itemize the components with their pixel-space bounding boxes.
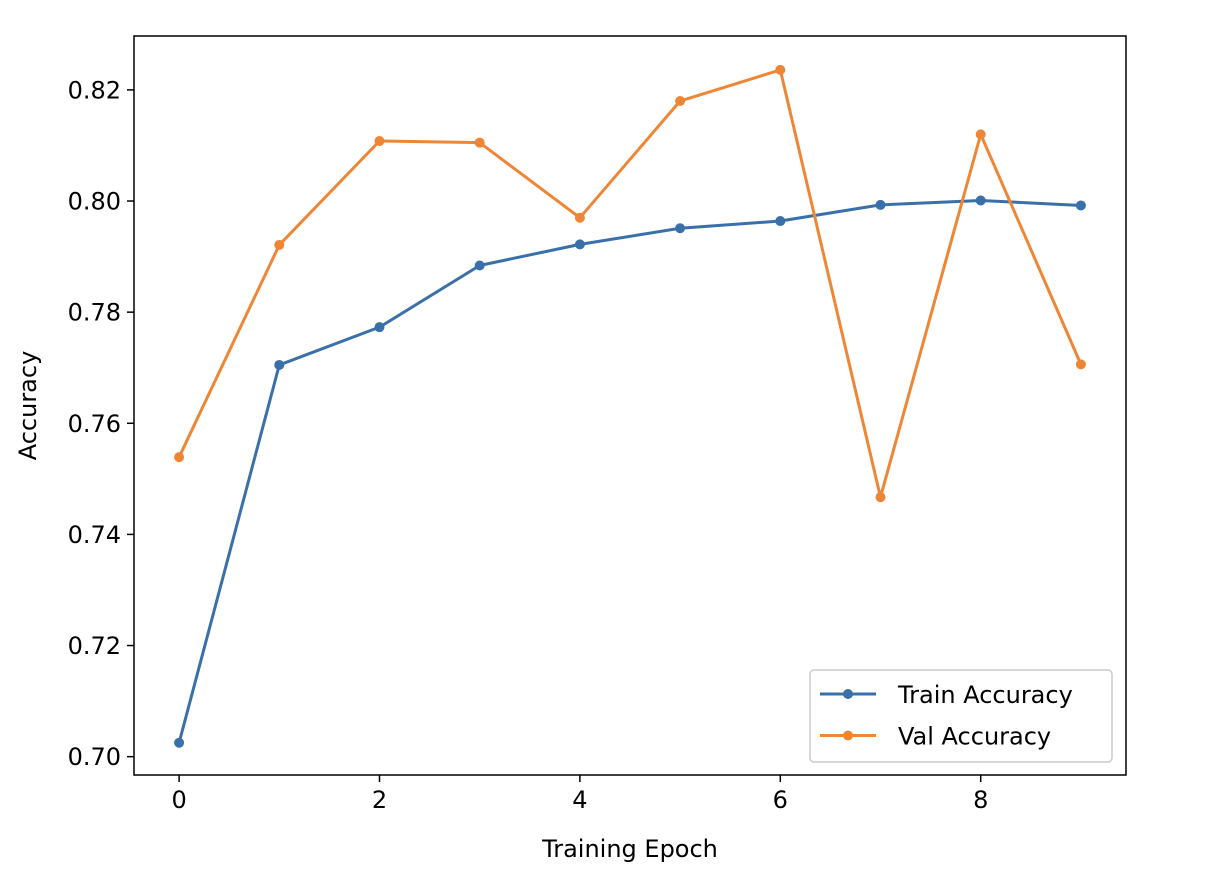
legend: Train Accuracy Val Accuracy	[809, 669, 1113, 763]
series-val-accuracy	[174, 64, 1086, 503]
x-tick-label: 0	[171, 786, 186, 814]
data-point	[274, 359, 285, 370]
data-point	[1075, 200, 1086, 211]
data-point	[675, 223, 686, 234]
data-point	[174, 737, 185, 748]
legend-item-val-accuracy: Val Accuracy	[820, 723, 1051, 751]
data-point	[474, 260, 485, 271]
data-point	[374, 136, 385, 147]
x-tick-label: 2	[372, 786, 387, 814]
data-point	[574, 239, 585, 250]
series-train-accuracy	[174, 195, 1086, 748]
series-line	[177, 198, 1083, 745]
legend-marker	[843, 689, 853, 699]
legend-box	[809, 669, 1113, 763]
x-tick-label: 8	[973, 786, 988, 814]
data-point	[775, 64, 786, 75]
y-tick-label: 0.72	[68, 632, 121, 660]
data-point	[875, 492, 886, 503]
x-axis-label: Training Epoch	[541, 835, 718, 863]
data-point	[474, 137, 485, 148]
legend-label: Train Accuracy	[897, 681, 1073, 709]
legend-marker	[843, 730, 853, 741]
series-line	[177, 68, 1083, 499]
data-point	[374, 322, 385, 333]
data-point	[975, 129, 986, 140]
data-point	[1075, 359, 1086, 370]
legend-item-train-accuracy: Train Accuracy	[820, 681, 1073, 709]
data-point	[975, 195, 986, 206]
plot-frame	[133, 35, 1127, 776]
legend-label: Val Accuracy	[898, 723, 1051, 751]
x-tick-label: 6	[773, 786, 788, 814]
data-point	[174, 452, 185, 463]
data-point	[274, 239, 285, 250]
data-point	[775, 216, 786, 227]
y-tick-label: 0.70	[68, 743, 121, 771]
y-tick-label: 0.78	[68, 299, 121, 327]
y-tick-label: 0.80	[68, 188, 121, 216]
data-point	[875, 199, 886, 210]
data-point	[675, 96, 686, 107]
x-tick-label: 4	[572, 786, 587, 814]
ticks-layer: 0 2 4 6 8 0.70 0.72 0.74 0.76 0.78 0.80 0.82	[68, 76, 989, 814]
y-axis-label: Accuracy	[14, 351, 42, 461]
y-tick-label: 0.74	[68, 521, 121, 549]
y-tick-label: 0.76	[68, 410, 121, 438]
data-point	[574, 212, 585, 223]
series-layer	[174, 64, 1086, 748]
y-tick-label: 0.82	[68, 76, 121, 104]
